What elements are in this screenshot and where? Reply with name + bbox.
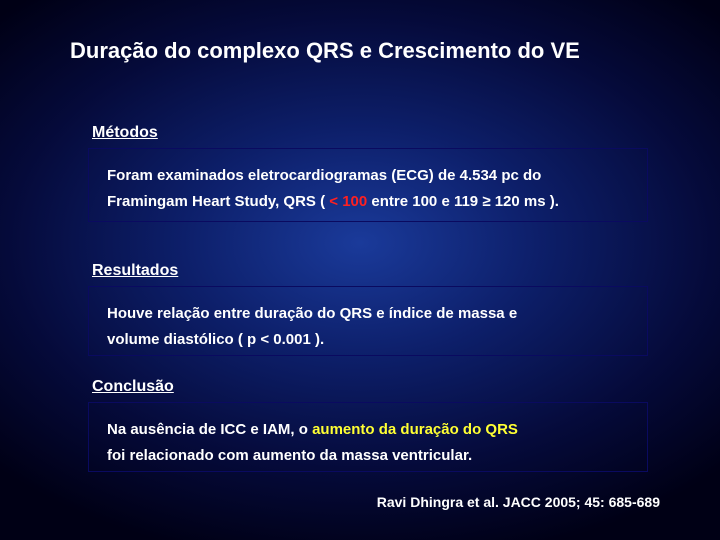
- metodos-line2-a: Framingam Heart Study, QRS (: [107, 193, 329, 210]
- section-label-resultados: Resultados: [92, 262, 178, 280]
- resultados-line1: Houve relação entre duração do QRS e índ…: [107, 301, 629, 327]
- section-label-conclusao: Conclusão: [92, 378, 174, 396]
- box-resultados: Houve relação entre duração do QRS e índ…: [88, 286, 648, 356]
- slide-title: Duração do complexo QRS e Crescimento do…: [70, 38, 650, 64]
- conclusao-line1-a: Na ausência de ICC e IAM, o: [107, 421, 312, 438]
- metodos-line2-b: entre 100 e 119 ≥ 120 ms ).: [367, 193, 559, 210]
- section-label-metodos: Métodos: [92, 124, 158, 142]
- resultados-line2: volume diastólico ( p < 0.001 ).: [107, 327, 629, 353]
- citation: Ravi Dhingra et al. JACC 2005; 45: 685-6…: [377, 494, 660, 510]
- box-conclusao: Na ausência de ICC e IAM, o aumento da d…: [88, 402, 648, 472]
- conclusao-line1: Na ausência de ICC e IAM, o aumento da d…: [107, 417, 629, 443]
- box-metodos: Foram examinados eletrocardiogramas (ECG…: [88, 148, 648, 222]
- metodos-line2: Framingam Heart Study, QRS ( < 100 entre…: [107, 189, 629, 215]
- conclusao-yellow: aumento da duração do QRS: [312, 421, 518, 438]
- metodos-line1: Foram examinados eletrocardiogramas (ECG…: [107, 163, 629, 189]
- conclusao-line2: foi relacionado com aumento da massa ven…: [107, 443, 629, 469]
- metodos-red: < 100: [329, 193, 367, 210]
